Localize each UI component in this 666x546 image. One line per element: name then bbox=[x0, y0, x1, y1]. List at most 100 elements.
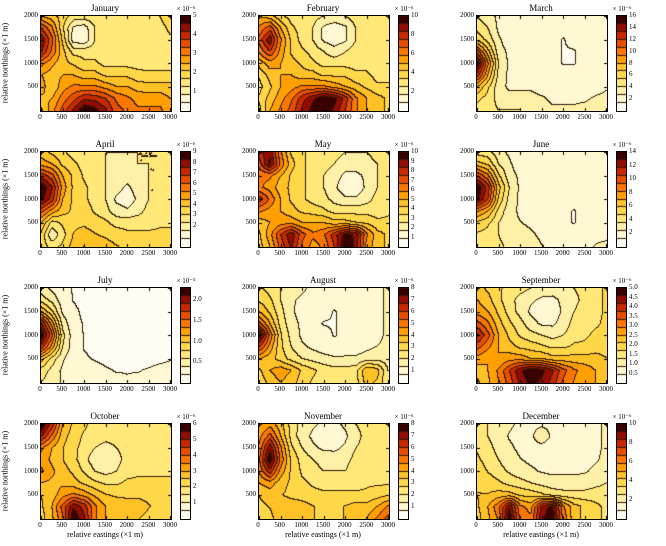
colorbar-exponent: × 10⁻⁶ bbox=[394, 277, 414, 285]
x-tick-label: 0 bbox=[474, 249, 478, 257]
colorbar-tick-label: 4 bbox=[629, 214, 633, 223]
colorbar-canvas bbox=[617, 424, 626, 519]
colorbar-tick-label: 2 bbox=[193, 220, 197, 229]
x-tick-label: 0 bbox=[474, 521, 478, 529]
colorbar-tick-label: 6 bbox=[411, 306, 415, 315]
plot-area bbox=[476, 423, 608, 520]
colorbar-tick-label: 4 bbox=[193, 199, 197, 208]
y-tick-label: 1000 bbox=[24, 330, 38, 339]
colorbar-tick-label: 14 bbox=[629, 22, 636, 31]
colorbar-tick-label: 1.0 bbox=[193, 336, 202, 345]
y-tick-label: 1500 bbox=[242, 442, 256, 451]
x-tick-label: 1000 bbox=[294, 249, 309, 257]
colorbar bbox=[616, 287, 627, 384]
x-tick-label: 500 bbox=[492, 385, 503, 393]
x-tick-label: 2500 bbox=[141, 385, 156, 393]
y-tick-label: 500 bbox=[463, 218, 475, 227]
plot-area bbox=[258, 15, 390, 112]
colorbar-tick-label: 2 bbox=[411, 354, 415, 363]
x-tick-label: 2500 bbox=[577, 113, 592, 121]
colorbar-tick-label: 7 bbox=[411, 294, 415, 303]
x-tick-label: 1000 bbox=[512, 249, 527, 257]
colorbar bbox=[180, 423, 191, 520]
colorbar-exponent: × 10⁻⁶ bbox=[612, 141, 632, 149]
colorbar-tick-label: 2.0 bbox=[629, 340, 638, 348]
y-tick-label: 500 bbox=[245, 490, 257, 499]
y-tick-label: 1500 bbox=[460, 306, 474, 315]
colorbar-tick-label: 3 bbox=[411, 213, 415, 222]
colorbar-tick-label: 4.0 bbox=[629, 302, 638, 310]
colorbar bbox=[398, 423, 409, 520]
subplot-march: March 500 1000 1500 2000 0 500 1000 1500 2000 2500… bbox=[446, 2, 664, 138]
colorbar-tick-label: 2 bbox=[411, 87, 415, 95]
contour-map-canvas bbox=[41, 288, 171, 383]
subplot-july: July 500 1000 1500 2000 0 500 1000 1500 2000 2500 3… bbox=[1, 274, 228, 410]
colorbar-tick-label: 2 bbox=[193, 482, 197, 491]
subplot-title: March bbox=[529, 3, 553, 13]
plot-area bbox=[476, 15, 608, 112]
contour-map-canvas bbox=[477, 288, 607, 383]
x-tick-label: 2000 bbox=[337, 113, 352, 121]
x-tick-label: 2000 bbox=[555, 521, 570, 529]
x-tick-label: 500 bbox=[274, 249, 285, 257]
x-tick-label: 3000 bbox=[163, 113, 177, 121]
colorbar-tick-label: 10 bbox=[411, 147, 418, 155]
plot-area bbox=[40, 423, 172, 520]
subplot-title: October bbox=[90, 411, 120, 421]
x-tick-label: 2000 bbox=[337, 249, 352, 257]
y-tick-label: 1000 bbox=[460, 58, 474, 67]
y-tick-label: 500 bbox=[27, 218, 39, 227]
y-tick-label: 1500 bbox=[242, 34, 256, 43]
x-tick-label: 2000 bbox=[337, 385, 352, 393]
contour-map-canvas bbox=[41, 424, 171, 519]
subplot-december: December 500 1000 1500 2000 0 500 1000 1500 2000 2… bbox=[446, 410, 664, 546]
colorbar-tick-label: 5 bbox=[193, 189, 197, 198]
colorbar-tick-label: 1 bbox=[193, 87, 197, 95]
colorbar-tick-label: 8 bbox=[193, 157, 197, 166]
colorbar-tick-label: 8 bbox=[629, 438, 633, 446]
x-tick-label: 2500 bbox=[577, 249, 592, 257]
x-tick-label: 500 bbox=[56, 521, 67, 529]
colorbar-tick-label: 8 bbox=[629, 58, 633, 67]
x-tick-label: 3000 bbox=[381, 385, 395, 393]
plot-area bbox=[40, 15, 172, 112]
colorbar bbox=[616, 15, 627, 112]
x-axis-label: relative eastings (×1 m) bbox=[503, 530, 579, 539]
y-tick-label: 1000 bbox=[242, 194, 256, 203]
y-axis-label: relative northings (×1 m) bbox=[0, 294, 10, 376]
colorbar bbox=[180, 287, 191, 384]
colorbar-tick-label: 1 bbox=[411, 502, 415, 511]
colorbar-tick-label: 1 bbox=[411, 366, 415, 375]
x-tick-label: 3000 bbox=[381, 113, 395, 121]
x-tick-label: 2000 bbox=[119, 249, 134, 257]
subplot-title: July bbox=[97, 275, 113, 285]
x-tick-label: 1500 bbox=[98, 521, 112, 529]
colorbar-canvas bbox=[617, 152, 626, 247]
y-tick-label: 2000 bbox=[24, 147, 38, 155]
x-tick-label: 1000 bbox=[76, 385, 91, 393]
colorbar-exponent: × 10⁻⁶ bbox=[612, 277, 632, 285]
colorbar-tick-label: 4 bbox=[411, 330, 415, 339]
x-tick-label: 0 bbox=[256, 385, 260, 393]
colorbar-tick-label: 3 bbox=[411, 478, 415, 487]
colorbar-tick-label: 4 bbox=[411, 204, 415, 212]
colorbar-canvas bbox=[617, 16, 626, 111]
y-tick-label: 1500 bbox=[460, 170, 474, 179]
plot-area bbox=[476, 151, 608, 248]
x-tick-label: 2000 bbox=[119, 113, 134, 121]
colorbar-tick-label: 6 bbox=[411, 442, 415, 451]
x-tick-label: 2500 bbox=[577, 521, 592, 529]
x-tick-label: 500 bbox=[492, 249, 503, 257]
colorbar-tick-label: 4 bbox=[193, 450, 197, 459]
plot-area bbox=[258, 151, 390, 248]
colorbar bbox=[398, 15, 409, 112]
x-tick-label: 3000 bbox=[381, 249, 395, 257]
y-axis-label: relative northings (×1 m) bbox=[0, 22, 10, 104]
x-tick-label: 3000 bbox=[599, 521, 613, 529]
colorbar-canvas bbox=[617, 288, 626, 383]
colorbar-canvas bbox=[181, 424, 190, 519]
colorbar-canvas bbox=[181, 288, 190, 383]
colorbar bbox=[398, 287, 409, 384]
y-tick-label: 500 bbox=[245, 82, 257, 91]
contour-map-canvas bbox=[259, 152, 389, 247]
